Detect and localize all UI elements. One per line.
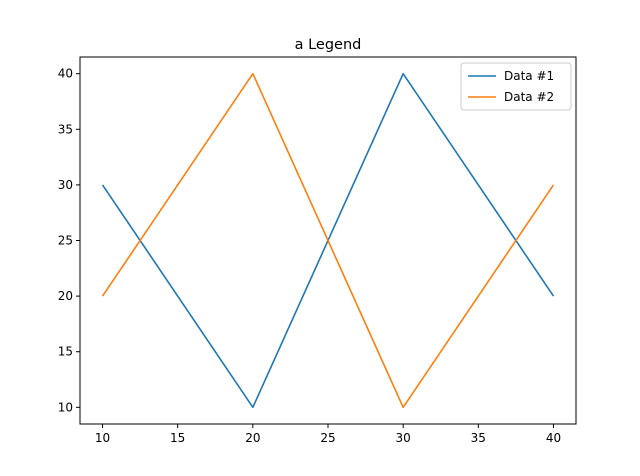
x-tick-label: 15 bbox=[170, 431, 185, 445]
x-axis: 10 15 20 25 30 35 40 bbox=[95, 424, 561, 445]
y-tick-label: 40 bbox=[58, 67, 73, 81]
y-tick-label: 35 bbox=[58, 122, 73, 136]
legend-box bbox=[460, 62, 572, 111]
y-tick-label: 30 bbox=[58, 178, 73, 192]
chart-title: a Legend bbox=[295, 37, 362, 53]
x-tick-label: 30 bbox=[396, 431, 411, 445]
y-tick-label: 20 bbox=[58, 289, 73, 303]
legend: Data #1 Data #2 bbox=[460, 62, 572, 111]
x-tick-label: 20 bbox=[245, 431, 260, 445]
y-tick-label: 15 bbox=[58, 345, 73, 359]
x-tick-label: 40 bbox=[546, 431, 561, 445]
series-line-2 bbox=[101, 72, 555, 409]
legend-label-1: Data #1 bbox=[504, 69, 554, 83]
y-axis: 10 15 20 25 30 35 40 bbox=[58, 67, 80, 414]
y-tick-label: 10 bbox=[58, 400, 73, 414]
x-tick-label: 25 bbox=[320, 431, 335, 445]
y-tick-label: 25 bbox=[58, 234, 73, 248]
legend-label-2: Data #2 bbox=[504, 90, 554, 104]
x-tick-label: 10 bbox=[95, 431, 110, 445]
series-layer bbox=[101, 72, 555, 409]
x-tick-label: 35 bbox=[471, 431, 486, 445]
